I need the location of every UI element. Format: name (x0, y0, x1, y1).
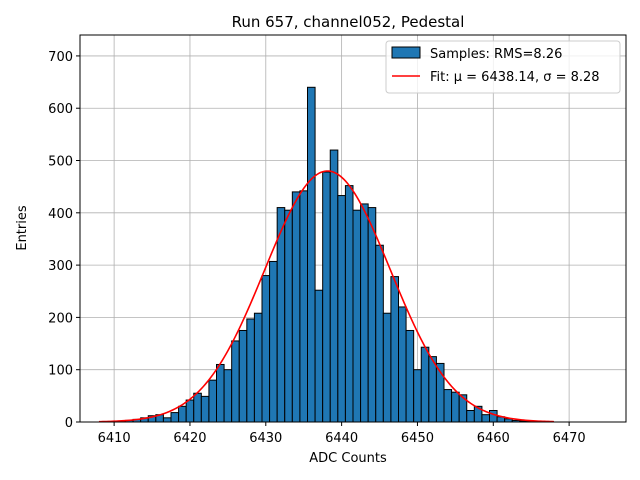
histogram-bar (253, 312, 263, 423)
histogram-bar (451, 391, 460, 423)
histogram-bar (200, 395, 210, 423)
histogram-bar (405, 329, 415, 423)
x-tick-label: 6450 (401, 431, 434, 446)
histogram-bar (382, 312, 392, 423)
x-tick-label: 6440 (325, 431, 358, 446)
histogram-bar (352, 209, 362, 423)
histogram-bar (238, 329, 248, 423)
x-axis-title: ADC Counts (309, 451, 387, 466)
histogram-bar (246, 318, 255, 423)
x-tick-label: 6470 (553, 431, 586, 446)
histogram-bar (466, 409, 475, 423)
legend-label-samples: Samples: RMS=8.26 (430, 47, 562, 62)
histogram-bar (231, 340, 240, 423)
x-tick-label: 6420 (173, 431, 206, 446)
histogram-bar (208, 379, 218, 423)
y-axis-title: Entries (15, 205, 30, 251)
x-tick-label: 6430 (249, 431, 282, 446)
y-tick-label: 300 (48, 259, 73, 274)
plot-frame (79, 34, 627, 423)
histogram-bar (420, 346, 430, 423)
chart-title: Run 657, channel052, Pedestal (232, 13, 465, 31)
histogram-bar (185, 399, 195, 423)
legend-label-fit: Fit: μ = 6438.14, σ = 8.28 (430, 70, 600, 85)
histogram-bar (428, 356, 437, 423)
x-tick-label: 6410 (98, 431, 131, 446)
y-tick-label: 600 (48, 102, 73, 117)
histogram-bar (329, 149, 339, 423)
histogram-bar (193, 392, 202, 423)
legend-box (385, 40, 621, 94)
x-tick-label: 6460 (477, 431, 510, 446)
legend: Samples: RMS=8.26 Fit: μ = 6438.14, σ = … (385, 40, 621, 94)
histogram-bar (398, 306, 407, 423)
histogram-bar (261, 275, 271, 423)
histogram-bar (337, 195, 346, 423)
y-tick-label: 200 (48, 311, 73, 326)
y-axis-ticks: 0 100 200 300 400 500 600 700 (48, 50, 80, 431)
histogram-bar (413, 369, 422, 423)
histogram-bar (489, 409, 498, 423)
histogram-bar (276, 207, 286, 423)
histogram-bar (481, 414, 490, 423)
histogram-bar (314, 289, 324, 423)
histogram-bar (367, 207, 377, 423)
gaussian-fit-line (98, 170, 554, 423)
x-axis-ticks: 6410 6420 6430 6440 6450 6460 6470 (98, 422, 586, 446)
legend-swatch-samples (391, 46, 421, 59)
histogram-bar (375, 244, 384, 423)
histogram-bar (291, 191, 301, 423)
histogram-bar (307, 86, 316, 423)
y-tick-label: 700 (48, 50, 73, 65)
histogram-bar (443, 389, 453, 423)
y-tick-label: 100 (48, 364, 73, 379)
histogram-bar (178, 405, 187, 423)
histogram-bar (162, 417, 172, 423)
histogram-bar (344, 185, 354, 423)
histogram-bar (390, 276, 399, 423)
histogram-bar (322, 171, 331, 423)
y-tick-label: 400 (48, 207, 73, 222)
histogram-bar (284, 209, 293, 423)
histogram-bar (299, 190, 308, 423)
histogram-bar (170, 412, 180, 423)
histogram-bar (216, 363, 225, 423)
histogram-bar (269, 260, 278, 423)
histogram-bar (223, 369, 233, 423)
y-tick-label: 0 (65, 416, 73, 431)
histogram-bar (360, 203, 369, 423)
y-tick-label: 500 (48, 155, 73, 170)
